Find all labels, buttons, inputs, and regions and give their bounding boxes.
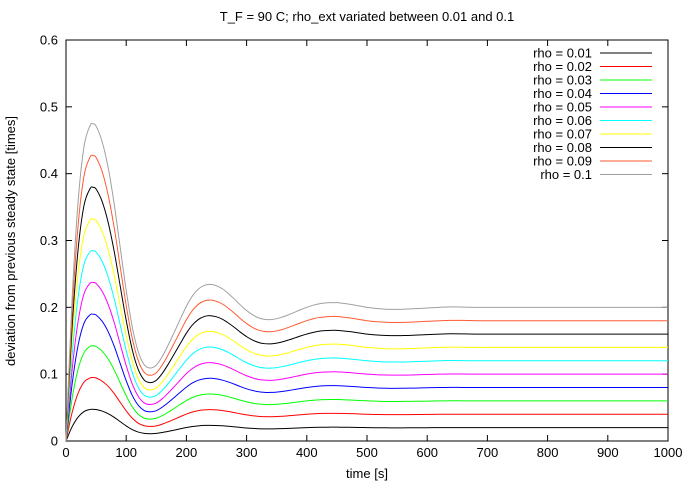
series-line-1 (65, 408, 668, 442)
y-tick-label: 0.2 (40, 300, 58, 315)
y-tick-label: 0.4 (40, 166, 58, 181)
x-tick-label: 600 (416, 445, 438, 460)
legend-label-3: rho = 0.03 (533, 73, 592, 88)
x-tick-label: 900 (597, 445, 619, 460)
series-line-8 (65, 186, 668, 442)
y-tick-label: 0.6 (40, 33, 58, 48)
legend-label-5: rho = 0.05 (533, 100, 592, 115)
legend-label-8: rho = 0.08 (533, 140, 592, 155)
legend-label-6: rho = 0.06 (533, 113, 592, 128)
y-tick-label: 0 (51, 434, 58, 449)
legend-label-1: rho = 0.01 (533, 46, 592, 61)
x-tick-label: 0 (62, 445, 69, 460)
x-tick-label: 500 (356, 445, 378, 460)
series-line-9 (65, 154, 668, 442)
series-line-10 (65, 122, 668, 442)
series-line-4 (65, 313, 668, 442)
series-line-2 (65, 376, 668, 442)
x-tick-label: 300 (236, 445, 258, 460)
x-tick-label: 800 (537, 445, 559, 460)
x-tick-label: 100 (115, 445, 137, 460)
series-line-3 (65, 345, 668, 442)
y-tick-label: 0.1 (40, 367, 58, 382)
chart-title: T_F = 90 C; rho_ext variated between 0.0… (220, 9, 515, 24)
x-tick-label: 700 (477, 445, 499, 460)
series-line-5 (65, 281, 668, 442)
legend-label-10: rho = 0.1 (540, 167, 592, 182)
x-tick-label: 200 (176, 445, 198, 460)
series-line-7 (65, 218, 668, 442)
y-axis-title: deviation from previous steady state [ti… (3, 116, 18, 366)
y-tick-label: 0.3 (40, 233, 58, 248)
series-line-6 (65, 249, 668, 442)
legend-label-7: rho = 0.07 (533, 127, 592, 142)
x-tick-label: 400 (296, 445, 318, 460)
x-tick-label: 1000 (654, 445, 683, 460)
x-axis-title: time [s] (346, 466, 388, 481)
legend-label-9: rho = 0.09 (533, 154, 592, 169)
plot-area: 0 100 200 300 400 500 600 700 800 900 1000 0 0.1 0.2 0… (40, 33, 683, 461)
y-tick-label: 0.5 (40, 99, 58, 114)
legend-label-4: rho = 0.04 (533, 86, 592, 101)
legend-label-2: rho = 0.02 (533, 59, 592, 74)
